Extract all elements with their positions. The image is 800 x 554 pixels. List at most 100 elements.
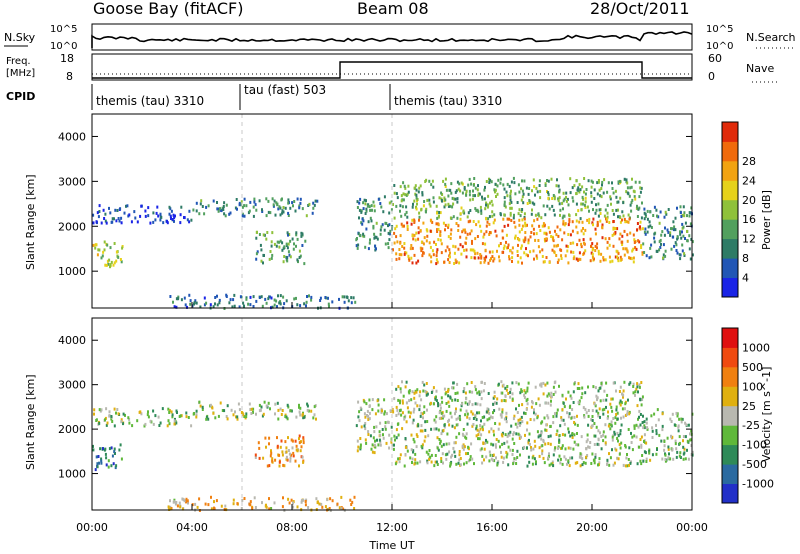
- heatmap-cell: [632, 256, 635, 260]
- cpid-segment-2: themis (tau) 3310: [394, 94, 502, 108]
- heatmap-cell: [587, 445, 590, 449]
- heatmap-cell: [533, 202, 536, 206]
- heatmap-cell: [277, 207, 280, 211]
- heatmap-cell: [670, 434, 672, 438]
- heatmap-cell: [443, 260, 446, 264]
- heatmap-cell: [357, 445, 360, 449]
- heatmap-cell: [451, 453, 454, 457]
- heatmap-cell: [474, 388, 477, 392]
- heatmap-cell: [217, 209, 220, 213]
- heatmap-cell: [405, 205, 408, 209]
- heatmap-cell: [461, 444, 464, 448]
- colorbar-tick-label: 28: [742, 155, 756, 168]
- heatmap-cell: [639, 438, 642, 441]
- heatmap-cell: [661, 428, 664, 432]
- heatmap-cell: [107, 465, 110, 469]
- heatmap-cell: [113, 217, 115, 221]
- heatmap-cell: [685, 423, 688, 427]
- heatmap-cell: [569, 446, 572, 450]
- heatmap-cell: [201, 408, 204, 411]
- heatmap-cell: [655, 249, 658, 253]
- heatmap-cell: [490, 180, 493, 184]
- heatmap-cell: [598, 188, 601, 192]
- xtick-label: 08:00: [276, 521, 308, 534]
- heatmap-cell: [293, 297, 296, 301]
- heatmap-cell: [400, 253, 403, 257]
- heatmap-cell: [253, 197, 256, 201]
- heatmap-cell: [670, 227, 672, 231]
- heatmap-cell: [679, 211, 682, 215]
- heatmap-cell: [463, 445, 466, 449]
- heatmap-cell: [646, 209, 649, 213]
- heatmap-cell: [534, 385, 537, 389]
- heatmap-cell: [241, 214, 244, 218]
- heatmap-cell: [573, 440, 576, 444]
- colorbar-swatch: [722, 328, 738, 348]
- heatmap-cell: [517, 260, 520, 264]
- heatmap-cell: [454, 258, 457, 262]
- heatmap-cell: [379, 202, 382, 205]
- heatmap-cell: [380, 205, 383, 209]
- heatmap-cell: [599, 415, 601, 419]
- heatmap-cell: [435, 415, 438, 419]
- heatmap-cell: [529, 235, 532, 239]
- heatmap-cell: [640, 443, 643, 447]
- heatmap-cell: [523, 212, 526, 216]
- heatmap-cell: [438, 438, 441, 441]
- heatmap-cell: [586, 433, 589, 437]
- heatmap-cell: [468, 400, 471, 404]
- heatmap-cell: [584, 196, 587, 200]
- heatmap-cell: [298, 204, 301, 208]
- heatmap-cell: [663, 448, 666, 452]
- heatmap-cell: [541, 449, 544, 453]
- heatmap-cell: [466, 232, 469, 236]
- heatmap-cell: [498, 407, 501, 411]
- heatmap-cell: [512, 216, 515, 220]
- heatmap-cell: [220, 209, 223, 213]
- heatmap-cell: [626, 412, 629, 416]
- heatmap-cell: [183, 296, 186, 300]
- heatmap-cell: [641, 395, 644, 399]
- cpid-segment-0: themis (tau) 3310: [96, 94, 204, 108]
- heatmap-cell: [523, 251, 526, 255]
- heatmap-cell: [510, 189, 512, 193]
- heatmap-cell: [667, 456, 670, 460]
- heatmap-cell: [430, 255, 433, 259]
- heatmap-cell: [403, 417, 406, 421]
- heatmap-cell: [519, 421, 522, 425]
- heatmap-cell: [480, 447, 483, 451]
- heatmap-cell: [521, 224, 524, 228]
- heatmap-cell: [612, 191, 615, 195]
- heatmap-cell: [509, 430, 512, 434]
- heatmap-cell: [258, 296, 261, 299]
- heatmap-cell: [617, 258, 620, 262]
- colorbar-swatch: [722, 277, 738, 298]
- heatmap-cell: [124, 413, 126, 417]
- velocity-colorbar-label: Velocity [m s^-1]: [760, 367, 773, 462]
- heatmap-cell: [643, 440, 645, 443]
- heatmap-cell: [477, 220, 480, 224]
- heatmap-cell: [240, 203, 243, 207]
- heatmap-cell: [394, 227, 397, 231]
- heatmap-cell: [526, 464, 529, 468]
- heatmap-cell: [680, 215, 683, 218]
- heatmap-cell: [522, 192, 525, 196]
- heatmap-cell: [130, 220, 133, 224]
- heatmap-cell: [507, 445, 510, 449]
- heatmap-cell: [300, 440, 302, 444]
- heatmap-cell: [429, 204, 432, 208]
- heatmap-cell: [597, 202, 600, 206]
- power-colorbar-label: Power [dB]: [760, 190, 773, 250]
- heatmap-cell: [268, 507, 271, 511]
- heatmap-cell: [494, 188, 497, 192]
- heatmap-cell: [514, 422, 517, 426]
- heatmap-cell: [607, 181, 610, 185]
- heatmap-cell: [595, 203, 597, 207]
- heatmap-cell: [636, 385, 639, 389]
- heatmap-cell: [593, 257, 595, 261]
- heatmap-cell: [102, 447, 104, 451]
- heatmap-cell: [563, 455, 566, 459]
- heatmap-cell: [595, 394, 598, 398]
- heatmap-cell: [469, 232, 472, 236]
- heatmap-cell: [188, 293, 191, 297]
